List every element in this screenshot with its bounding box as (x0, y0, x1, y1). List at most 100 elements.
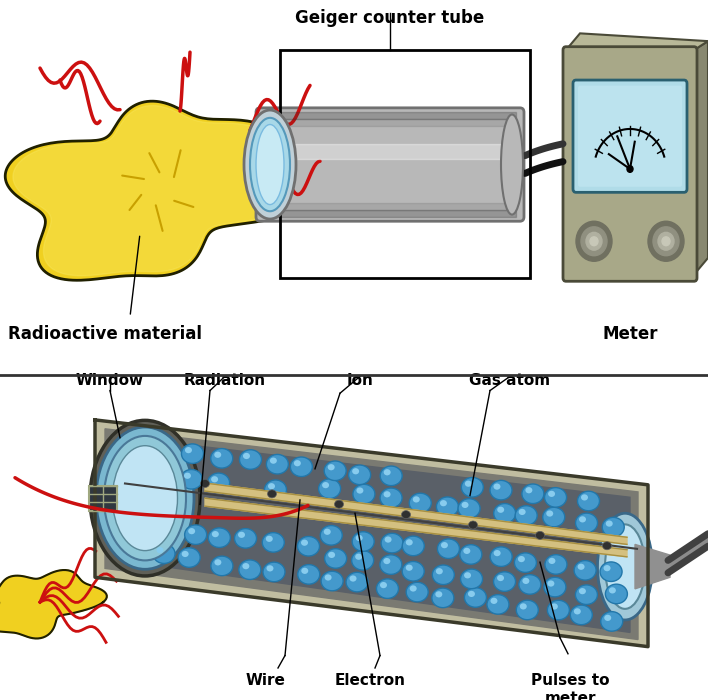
Circle shape (268, 490, 277, 498)
Circle shape (493, 484, 501, 490)
Circle shape (352, 468, 359, 475)
Ellipse shape (250, 118, 290, 211)
Circle shape (576, 513, 598, 533)
Circle shape (460, 569, 483, 589)
Circle shape (516, 600, 538, 620)
Circle shape (522, 484, 544, 503)
Circle shape (406, 582, 428, 602)
Circle shape (270, 458, 277, 464)
Circle shape (574, 561, 596, 580)
Text: Radiation: Radiation (184, 373, 266, 388)
Circle shape (465, 481, 472, 486)
Text: Gas atom: Gas atom (469, 373, 551, 388)
FancyBboxPatch shape (563, 47, 697, 281)
Circle shape (384, 469, 391, 475)
Circle shape (355, 554, 362, 560)
Circle shape (352, 532, 374, 552)
Circle shape (578, 491, 600, 511)
Circle shape (609, 587, 616, 594)
Circle shape (545, 554, 567, 574)
Ellipse shape (256, 125, 284, 204)
Circle shape (581, 494, 588, 500)
Circle shape (294, 460, 301, 466)
Circle shape (579, 516, 586, 522)
Circle shape (380, 582, 387, 588)
Circle shape (662, 237, 670, 246)
Polygon shape (13, 106, 337, 276)
Circle shape (648, 221, 684, 261)
Bar (264, 204, 516, 210)
Circle shape (438, 539, 459, 559)
Bar (264, 119, 516, 125)
Circle shape (262, 533, 285, 552)
Bar (264, 112, 516, 119)
Circle shape (469, 521, 477, 529)
Circle shape (324, 528, 331, 535)
Circle shape (435, 592, 442, 597)
Circle shape (490, 547, 512, 566)
Circle shape (319, 479, 341, 498)
FancyBboxPatch shape (256, 108, 524, 221)
Circle shape (384, 536, 392, 542)
Circle shape (600, 562, 622, 582)
Circle shape (525, 487, 532, 494)
Circle shape (200, 480, 210, 487)
Text: Geiger counter tube: Geiger counter tube (295, 9, 484, 27)
Circle shape (406, 539, 413, 545)
Circle shape (234, 528, 256, 548)
Circle shape (211, 476, 218, 482)
Circle shape (549, 558, 556, 564)
Circle shape (401, 510, 411, 519)
Circle shape (462, 502, 469, 508)
Circle shape (356, 487, 363, 494)
Circle shape (520, 603, 527, 610)
Circle shape (490, 480, 512, 500)
Polygon shape (205, 483, 627, 545)
Circle shape (487, 594, 509, 614)
Circle shape (324, 461, 346, 481)
Circle shape (207, 473, 229, 493)
Circle shape (212, 531, 219, 537)
Circle shape (185, 447, 192, 453)
Circle shape (239, 449, 261, 469)
Circle shape (381, 533, 403, 553)
Circle shape (547, 601, 569, 620)
Circle shape (535, 531, 544, 540)
Circle shape (383, 558, 390, 564)
Circle shape (297, 536, 319, 556)
Circle shape (515, 505, 537, 525)
Circle shape (215, 452, 221, 458)
Ellipse shape (96, 427, 194, 569)
Circle shape (380, 488, 402, 508)
Circle shape (352, 550, 374, 570)
Circle shape (436, 497, 458, 517)
Circle shape (302, 568, 308, 574)
Circle shape (409, 494, 431, 513)
Ellipse shape (113, 446, 178, 551)
FancyBboxPatch shape (578, 85, 682, 187)
Circle shape (265, 480, 287, 500)
Circle shape (301, 540, 308, 546)
Circle shape (406, 565, 413, 570)
Circle shape (581, 227, 607, 256)
Circle shape (600, 612, 623, 631)
Circle shape (321, 571, 343, 591)
Circle shape (402, 536, 424, 556)
FancyBboxPatch shape (573, 80, 687, 192)
Bar (280, 50, 530, 278)
Circle shape (379, 555, 402, 575)
Circle shape (547, 510, 553, 517)
Circle shape (242, 563, 249, 569)
Circle shape (266, 536, 273, 542)
Circle shape (547, 580, 554, 587)
Circle shape (463, 548, 470, 554)
Circle shape (493, 572, 515, 592)
Circle shape (156, 547, 164, 553)
Circle shape (243, 453, 250, 459)
Circle shape (320, 526, 342, 545)
Polygon shape (205, 498, 627, 556)
Circle shape (325, 549, 347, 568)
Circle shape (433, 565, 455, 584)
Circle shape (334, 500, 343, 508)
Circle shape (436, 568, 442, 575)
